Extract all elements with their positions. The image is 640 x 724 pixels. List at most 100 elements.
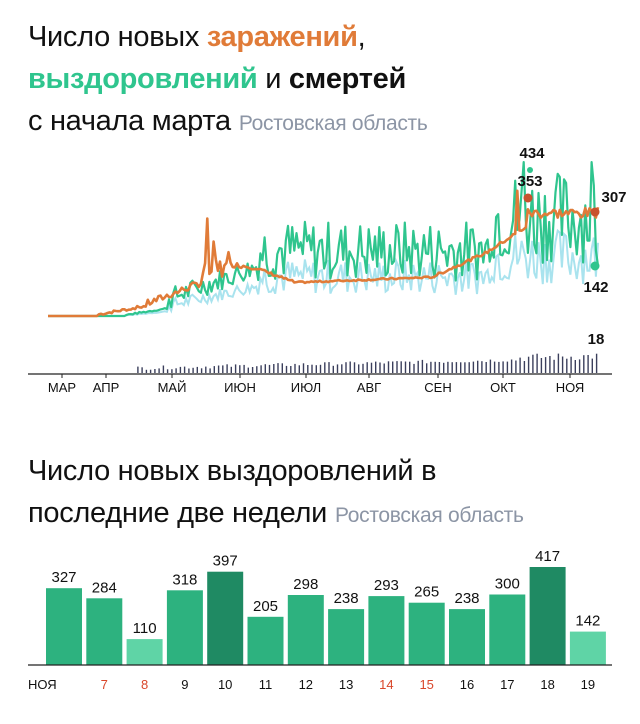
deaths-bar bbox=[557, 353, 560, 373]
deaths-bar bbox=[141, 367, 143, 373]
x-tick-label: 13 bbox=[339, 677, 353, 692]
deaths-bar bbox=[294, 363, 296, 373]
deaths-bar bbox=[578, 359, 581, 373]
deaths-bar bbox=[196, 366, 198, 373]
deaths-bar bbox=[553, 359, 555, 373]
title-text: Число новых bbox=[28, 21, 207, 53]
recoveries-line bbox=[48, 161, 600, 318]
deaths-bar bbox=[298, 365, 300, 373]
chart1-region: Ростовская область bbox=[238, 112, 428, 135]
deaths-bar bbox=[544, 357, 547, 373]
deaths-bar bbox=[392, 361, 394, 373]
deaths-bar bbox=[307, 365, 309, 373]
bar-value-label: 205 bbox=[253, 598, 278, 615]
deaths-bar bbox=[217, 365, 220, 373]
bar bbox=[207, 571, 244, 665]
bar bbox=[247, 616, 284, 665]
deaths-bar bbox=[510, 359, 513, 373]
deaths-bar bbox=[336, 364, 339, 373]
deaths-bar bbox=[362, 363, 364, 373]
x-tick-label: 10 bbox=[218, 677, 232, 692]
bar-value-label: 110 bbox=[133, 620, 157, 637]
recoveries-last-label: 142 bbox=[583, 279, 608, 296]
x-tick-label: НОЯ bbox=[556, 380, 585, 395]
deaths-bar bbox=[498, 361, 500, 373]
deaths-bar bbox=[158, 368, 160, 373]
deaths-bar bbox=[519, 357, 521, 373]
bar bbox=[529, 567, 566, 665]
infections-last-marker bbox=[590, 207, 600, 217]
deaths-bar bbox=[341, 364, 343, 373]
deaths-bar bbox=[379, 362, 381, 373]
deaths-bar bbox=[587, 355, 589, 373]
deaths-bar bbox=[319, 364, 322, 373]
deaths-bar bbox=[213, 366, 215, 373]
deaths-bar bbox=[561, 356, 564, 373]
bar-value-label: 397 bbox=[213, 553, 238, 570]
x-tick-label: 14 bbox=[379, 677, 393, 692]
deaths-bar bbox=[349, 361, 351, 373]
deaths-bar bbox=[154, 369, 156, 373]
x-tick-label: 8 bbox=[141, 677, 148, 692]
chart1-title: Число новых заражений, выздоровлений и с… bbox=[28, 16, 428, 145]
deaths-bar bbox=[273, 364, 275, 373]
bar-value-label: 327 bbox=[51, 569, 76, 586]
line-chart: МАР АПР МАЙ ИЮН ИЮЛ АВГ СЕН ОКТ НОЯ 353 307 142 434 1… bbox=[28, 145, 627, 395]
deaths-bar bbox=[477, 360, 479, 373]
recoveries-peak-label: 434 bbox=[519, 145, 545, 162]
deaths-bar bbox=[358, 364, 360, 373]
deaths-bar bbox=[175, 368, 177, 373]
deaths-bar bbox=[137, 366, 139, 373]
recoveries-light-line bbox=[48, 228, 599, 317]
deaths-bar bbox=[226, 364, 228, 373]
deaths-bar bbox=[485, 362, 487, 373]
recoveries-last-marker bbox=[590, 261, 600, 271]
x-tick-label: 17 bbox=[500, 677, 514, 692]
deaths-bar bbox=[200, 368, 203, 373]
deaths-bar bbox=[171, 369, 173, 373]
deaths-bar bbox=[451, 362, 453, 373]
deaths-bar bbox=[179, 366, 182, 373]
title-recoveries: выздоровлений bbox=[28, 63, 258, 95]
deaths-bar bbox=[404, 361, 407, 373]
bar bbox=[287, 595, 324, 665]
bar bbox=[489, 594, 526, 665]
deaths-bar bbox=[260, 365, 262, 373]
deaths-bar bbox=[370, 362, 373, 373]
infections-line bbox=[48, 189, 600, 318]
deaths-bar bbox=[481, 361, 483, 373]
chart2-title: Число новых выздоровлений в последние дв… bbox=[28, 450, 524, 537]
deaths-bar bbox=[549, 356, 551, 373]
deaths-bar bbox=[493, 361, 496, 373]
deaths-bar bbox=[264, 364, 266, 373]
bar bbox=[46, 588, 82, 665]
x-tick-label: ОКТ bbox=[490, 380, 516, 395]
deaths-bar bbox=[383, 363, 385, 373]
bar bbox=[328, 609, 365, 665]
infections-last-label: 307 bbox=[601, 189, 626, 206]
deaths-bar bbox=[468, 362, 470, 373]
bar bbox=[368, 596, 405, 665]
deaths-bar bbox=[209, 368, 211, 373]
x-tick-label: АПР bbox=[93, 380, 120, 395]
bar bbox=[86, 598, 123, 665]
bar-value-label: 300 bbox=[495, 576, 520, 593]
deaths-bar bbox=[332, 365, 334, 373]
x-tick-label: 18 bbox=[540, 677, 554, 692]
deaths-bar bbox=[447, 361, 449, 373]
deaths-bar bbox=[443, 362, 445, 373]
recoveries-peak-marker bbox=[527, 167, 533, 173]
deaths-bar bbox=[413, 363, 415, 373]
x-tick-label: НОЯ bbox=[28, 677, 57, 692]
x-tick-label: МАР bbox=[48, 380, 76, 395]
x-tick-label: 11 bbox=[259, 677, 273, 692]
deaths-bar bbox=[595, 353, 598, 373]
deaths-bar bbox=[230, 366, 232, 373]
deaths-bar bbox=[540, 358, 543, 373]
deaths-bar bbox=[183, 366, 186, 373]
deaths-bar bbox=[277, 363, 279, 373]
bar-value-label: 265 bbox=[414, 584, 439, 601]
deaths-bar bbox=[281, 363, 283, 373]
x-tick-label: 7 bbox=[101, 677, 108, 692]
x-tick-label: 15 bbox=[419, 677, 433, 692]
